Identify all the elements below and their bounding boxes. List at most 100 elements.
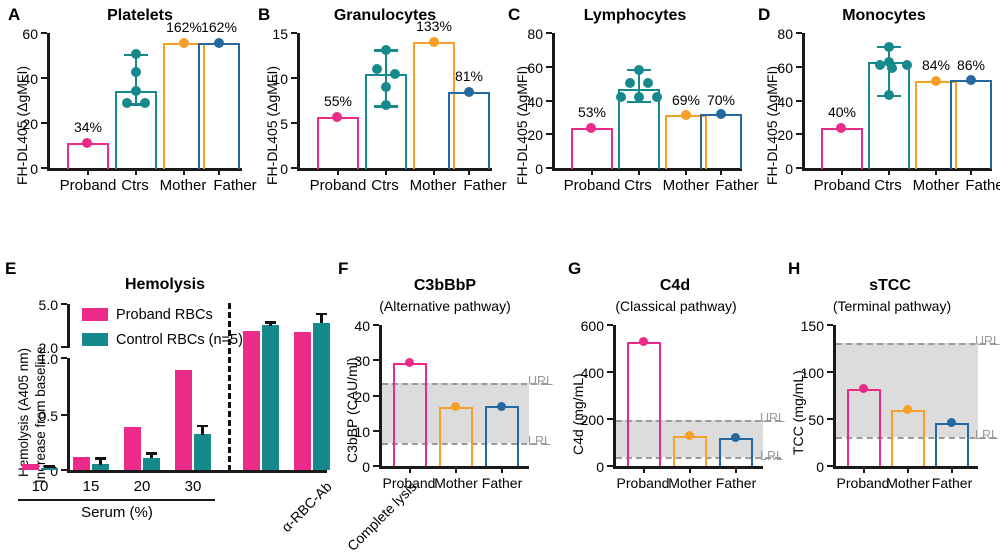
y-axis-e-lower — [67, 358, 70, 470]
legend-swatch-control — [82, 333, 108, 346]
x-ticklabel-a-mother: Mother — [159, 177, 207, 194]
y-tick-f-0 — [373, 465, 379, 467]
y-tick-e-1 — [61, 357, 67, 359]
x-ticklabel-g-mother: Mother — [668, 475, 712, 491]
y-tick-e-2 — [61, 346, 67, 348]
x-tick-c-3 — [685, 170, 687, 175]
y-ticklabel-f-40: 40 — [354, 318, 370, 334]
x-ticklabel-a-proband: Proband — [59, 177, 117, 194]
x-ticklabel-e-10: 10 — [31, 478, 49, 495]
datapoint-d-mother — [931, 75, 941, 86]
x-tick-f-3 — [501, 468, 503, 473]
x-ticklabel-c-mother: Mother — [662, 177, 710, 194]
bar-f-father — [485, 406, 519, 466]
url-line-g — [615, 419, 781, 422]
errorbar-c-ctrs-line — [637, 69, 641, 102]
x-tick-h-2 — [907, 468, 909, 473]
panel-title-monocytes: Monocytes — [842, 7, 926, 24]
datapoint-a-ctrs-3 — [131, 86, 141, 96]
panel-letter-d: D — [758, 5, 771, 24]
errorbar-e-rbcab-control-cap — [265, 321, 276, 324]
errorbar-a-ctrs-cap-bottom — [124, 103, 148, 106]
errorbar-e-serum20-control-cap — [146, 452, 157, 455]
x-ticklabel-h-mother: Mother — [886, 475, 930, 491]
errorbar-e-serum15-control — [99, 457, 102, 465]
y-ticklabel-b-5: 5 — [280, 116, 288, 132]
y-ticklabel-a-60: 60 — [22, 26, 38, 42]
y-axis-e-upper — [67, 304, 70, 348]
x-tick-d-2 — [888, 170, 890, 175]
datapoint-c-ctrs-5 — [652, 91, 662, 102]
y-tick-d-80 — [796, 32, 802, 34]
y-tick-b-10 — [291, 77, 297, 79]
x-ticklabel-c-proband: Proband — [563, 177, 621, 194]
bar-c-proband — [571, 127, 613, 169]
y-ticklabel-f-30: 30 — [354, 353, 370, 370]
datapoint-c-proband — [586, 122, 596, 133]
pct-label-b-father: 81% — [454, 68, 484, 84]
datapoint-c-ctrs-2 — [625, 77, 635, 88]
bar-h-father — [935, 422, 969, 466]
pct-label-d-mother: 84% — [921, 57, 951, 73]
x-ticklabel-d-ctrs: Ctrs — [874, 177, 902, 194]
panel-title-lymphocytes: Lymphocytes — [583, 7, 687, 24]
y-axis-a — [47, 33, 50, 168]
y-ticklabel-b-15: 15 — [272, 26, 288, 42]
y-tick-f-10 — [373, 429, 379, 432]
bar-h-mother — [891, 409, 925, 466]
y-axis-d — [802, 33, 805, 168]
errorbar-e-serum10-control-cap — [44, 465, 55, 468]
y-ticklabel-e-05: 0.5 — [38, 407, 58, 424]
pct-label-d-father: 86% — [956, 57, 986, 73]
url-label-g: URL — [760, 411, 786, 425]
pct-label-b-mother: 133% — [416, 18, 452, 34]
x-tick-c-2 — [638, 170, 640, 175]
x-ticklabel-h-father: Father — [931, 475, 973, 491]
y-ticklabel-a-40: 40 — [22, 71, 38, 87]
errorbar-e-serum30-control — [201, 425, 204, 435]
x-ticklabel-e-15: 15 — [82, 478, 100, 495]
bar-e-serum10-proband — [22, 464, 39, 470]
x-tick-g-2 — [689, 468, 691, 473]
datapoint-f-proband — [405, 358, 414, 367]
panel-letter-e: E — [5, 259, 17, 278]
x-tick-f-2 — [455, 468, 457, 473]
panel-title-c4d: C4d — [659, 277, 691, 294]
panel-letter-a: A — [8, 5, 21, 24]
bar-e-serum30-control — [194, 434, 211, 470]
panel-letter-c: C — [508, 5, 521, 24]
legend-label-control: Control RBCs (n=5) — [116, 332, 243, 348]
y-tick-g-200 — [607, 418, 613, 420]
panel-granulocytes: B Granulocytes FH-DL405 (ΔgMFI) 0 5 10 1… — [250, 0, 507, 230]
panel-hemolysis: E Hemolysis Hemolysis (A405 nm) Increase… — [0, 255, 420, 558]
datapoint-c-ctrs-3 — [643, 77, 653, 88]
y-tick-f-20 — [373, 394, 379, 397]
datapoint-b-father — [464, 86, 474, 97]
errorbar-e-serum15-control-cap — [95, 457, 106, 460]
y-tick-a-0 — [41, 167, 47, 169]
panel-title-c3bbbp: C3bBbP — [413, 277, 477, 294]
x-tick-b-3 — [433, 170, 435, 175]
bar-g-father — [719, 437, 753, 466]
pct-label-d-proband: 40% — [827, 104, 857, 120]
panel-platelets: A Platelets FH-DL405 (ΔgMFI) 0 20 40 60 … — [0, 0, 257, 230]
y-axis-c — [552, 33, 555, 168]
x-ticklabel-a-father: Father — [213, 177, 257, 194]
datapoint-h-mother — [903, 404, 912, 414]
x-axis-d — [802, 168, 992, 171]
y-tick-c-80 — [546, 32, 552, 34]
y-tick-a-40 — [41, 77, 47, 79]
y-tick-d-20 — [796, 133, 802, 136]
y-ticklabel-d-40: 40 — [777, 93, 793, 110]
bar-e-serum30-proband — [175, 370, 192, 470]
bar-b-proband — [317, 116, 359, 169]
datapoint-a-ctrs-2 — [131, 67, 141, 78]
errorbar-c-ctrs-cap-bottom — [627, 100, 651, 104]
panel-subtitle-c4d: (Classical pathway) — [615, 298, 737, 314]
x-tick-b-4 — [468, 170, 470, 175]
y-ticklabel-b-10: 10 — [272, 71, 288, 87]
panel-c3bbbp: F C3bBbP (Alternative pathway) C3bBP (CA… — [330, 255, 560, 558]
pct-label-c-mother: 69% — [671, 92, 701, 108]
errorbar-e-rbcab-control — [269, 321, 272, 326]
